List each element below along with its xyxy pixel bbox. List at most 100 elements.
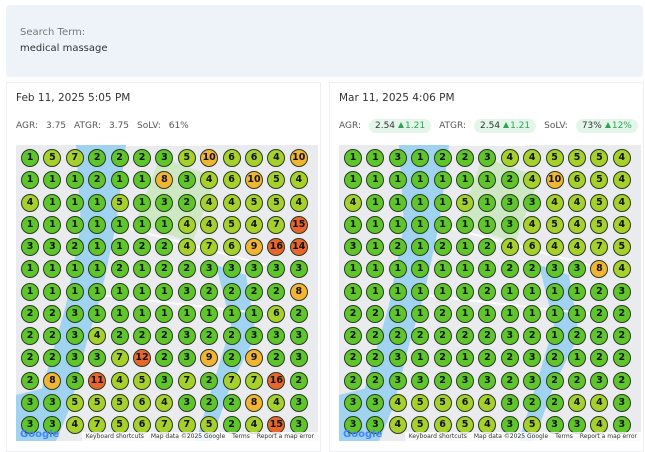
attribution-link[interactable]: Keyboard shortcuts	[85, 433, 144, 440]
map-attribution: Keyboard shortcuts Map data ©2025 Google T…	[404, 432, 641, 441]
rank-pin: 2	[200, 282, 219, 301]
rank-pin: 1	[500, 282, 519, 301]
scan-date: Feb 11, 2025 5:05 PM	[16, 92, 131, 104]
map: 1 1 3 1 2 2 3 4 4 5 5 5 4 1 1 1 1 1 1 1 2 4 10 6 5 4 4 1 1 1 1 5 1 3 3 4 4 5 4…	[339, 145, 641, 441]
rank-pin: 1	[456, 238, 474, 256]
rank-pin: 3	[289, 393, 308, 412]
rank-pin: 1	[388, 193, 407, 212]
rank-pin: 3	[388, 371, 407, 390]
rank-pin: 6	[222, 149, 241, 167]
rank-pin: 2	[500, 349, 519, 368]
map: 1 5 7 2 2 2 3 5 10 6 6 4 10 1 1 1 2 1 1 8 3 4 6 10 5 4 4 1 1 1 5 1 3 2 4 4 5…	[16, 145, 318, 441]
rank-pin: 7	[177, 371, 196, 390]
rank-pin: 4	[612, 171, 631, 190]
metric-change: 1.21	[503, 121, 530, 131]
rank-pin: 7	[200, 238, 219, 256]
rank-pin: 4	[500, 238, 519, 256]
rank-pin: 2	[155, 327, 174, 345]
rank-pin: 11	[88, 371, 107, 390]
attribution-link[interactable]: Terms	[555, 433, 573, 440]
rank-pin: 3	[344, 238, 362, 256]
rank-pin: 1	[568, 304, 586, 323]
rank-pin: 1	[456, 260, 474, 279]
attribution-link[interactable]: Map data ©2025 Google	[150, 433, 226, 440]
rank-pin: 3	[500, 393, 519, 412]
rank-pin: 6	[267, 304, 286, 323]
attribution-link[interactable]: Report a map error	[256, 433, 314, 440]
rank-pin: 2	[222, 349, 241, 368]
rank-pin: 1	[200, 304, 219, 323]
rank-pin: 2	[289, 304, 308, 323]
rank-pin: 4	[388, 416, 407, 434]
attribution-link[interactable]: Keyboard shortcuts	[408, 433, 467, 440]
rank-pin: 2	[523, 260, 542, 279]
rank-pin: 2	[568, 371, 586, 390]
rank-pin: 3	[155, 149, 174, 167]
rank-pin: 2	[612, 349, 631, 368]
rank-pin: 1	[478, 260, 497, 279]
attribution-link[interactable]: Terms	[232, 433, 250, 440]
rank-pin: 1	[388, 215, 407, 234]
rank-pin: 3	[366, 416, 385, 434]
rank-pin: 6	[456, 393, 474, 412]
rank-pin: 3	[222, 260, 241, 279]
attribution-link[interactable]: Map data ©2025 Google	[473, 433, 549, 440]
rank-pin: 1	[523, 282, 542, 301]
rank-pin: 1	[433, 260, 452, 279]
rank-pin: 1	[21, 215, 39, 234]
rank-pin: 2	[433, 238, 452, 256]
rank-pin: 1	[456, 304, 474, 323]
rank-pin: 4	[65, 416, 84, 434]
rank-pin: 4	[344, 193, 362, 212]
rank-pin: 2	[155, 238, 174, 256]
rank-pin: 1	[388, 260, 407, 279]
attribution-link[interactable]: Report a map error	[579, 433, 637, 440]
metric-value-box: 2.54 1.21	[368, 119, 432, 133]
rank-pin: 4	[110, 371, 129, 390]
metric-change-value: 1.21	[405, 121, 426, 131]
rank-pin: 1	[21, 149, 39, 167]
rank-pin: 7	[65, 149, 84, 167]
rank-pin: 2	[200, 371, 219, 390]
rank-pin: 3	[344, 416, 362, 434]
rank-pin: 16	[267, 238, 286, 256]
rank-pin: 2	[21, 327, 39, 345]
rank-pin: 3	[177, 171, 196, 190]
rank-pin: 2	[456, 149, 474, 167]
rank-pin: 1	[88, 304, 107, 323]
rank-pin: 2	[500, 171, 519, 190]
rank-pin: 9	[200, 349, 219, 368]
rank-pin: 4	[545, 238, 564, 256]
rank-pin: 1	[344, 171, 362, 190]
metric-value: 2.54	[374, 121, 396, 131]
rank-pin: 2	[43, 349, 62, 368]
rank-pin: 2	[222, 327, 241, 345]
search-card: Search Term: medical massage	[6, 5, 643, 77]
rank-pin: 1	[456, 349, 474, 368]
scan-panel: Feb 11, 2025 5:05 PM AGR: 3.75 ATGR: 3.75 SoL…	[6, 82, 321, 452]
rank-pin: 1	[133, 282, 151, 301]
rank-pin: 1	[366, 260, 385, 279]
rank-pin: 2	[43, 327, 62, 345]
rank-pin: 1	[43, 215, 62, 234]
rank-pin: 2	[88, 171, 107, 190]
rank-pin: 2	[344, 349, 362, 368]
metric-label: SoLV:	[137, 121, 161, 131]
rank-pin: 2	[612, 304, 631, 323]
rank-pin: 1	[433, 193, 452, 212]
rank-pin: 9	[245, 349, 263, 368]
rank-pin: 2	[110, 327, 129, 345]
rank-pin: 5	[110, 193, 129, 212]
rank-pin: 5	[590, 149, 609, 167]
rank-pin: 1	[411, 260, 430, 279]
up-arrow	[398, 122, 405, 128]
rank-pin: 5	[590, 171, 609, 190]
rank-pin: 6	[568, 171, 586, 190]
rank-pin: 2	[523, 393, 542, 412]
rank-pin: 5	[222, 215, 241, 234]
rank-pin: 1	[133, 171, 151, 190]
google-logo: Google	[343, 429, 383, 440]
up-arrow	[604, 122, 611, 128]
rank-pin: 7	[222, 371, 241, 390]
